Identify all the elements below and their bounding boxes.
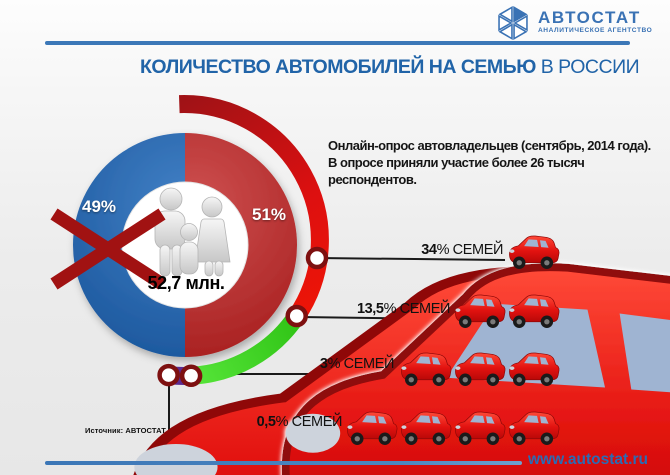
car-icon — [451, 406, 508, 451]
page-title-suffix: В РОССИИ — [535, 56, 640, 78]
survey-note-line2: В опросе приняли участие более 26 тысяч … — [328, 155, 585, 187]
marker-3pct — [179, 364, 203, 388]
car-icons-row-4 — [346, 406, 562, 451]
arc-markers — [157, 246, 329, 388]
car-icon — [505, 406, 562, 451]
car-icon — [505, 230, 562, 275]
marker-05pct — [157, 363, 180, 387]
logo-tagline: АНАЛИТИЧЕСКОЕ АГЕНТСТВО — [538, 27, 653, 34]
autostat-pinwheel-icon — [498, 5, 528, 41]
source-note: Источник: АВТОСТАТ — [85, 426, 166, 435]
arc-13pct — [190, 310, 305, 385]
car-icon — [451, 347, 508, 392]
car-icon — [343, 406, 400, 451]
families-share-label-2: 13,5% СЕМЕЙ — [356, 301, 450, 317]
website-link[interactable]: www.autostat.ru — [528, 451, 648, 468]
car-icons-row-1 — [508, 230, 562, 275]
car-icon — [451, 289, 508, 334]
crossed-out-car-icon — [50, 208, 670, 475]
header-divider — [45, 41, 630, 45]
families-share-label-1: 34% СЕМЕЙ — [421, 242, 503, 258]
car-icon — [505, 289, 562, 334]
family-icon — [154, 187, 231, 277]
families-share-label-3: 3% СЕМЕЙ — [319, 356, 395, 372]
no-car-percent: 49% — [81, 197, 117, 216]
total-families-value: 52,7 млн. — [147, 273, 225, 293]
car-icon — [397, 406, 454, 451]
car-icon — [397, 347, 454, 392]
page-title-main: КОЛИЧЕСТВО АВТОМОБИЛЕЙ НА СЕМЬЮ — [140, 56, 536, 78]
marker-34pct — [305, 246, 329, 270]
car-icons-row-2 — [454, 289, 562, 334]
car-icon — [505, 347, 562, 392]
has-car-percent: 51% — [251, 205, 287, 224]
families-share-label-4: 0,5% СЕМЕЙ — [256, 414, 343, 430]
arc-34pct — [179, 95, 329, 322]
page-title: КОЛИЧЕСТВО АВТОМОБИЛЕЙ НА СЕМЬЮ В РОССИИ — [140, 56, 640, 79]
survey-note-line1: Онлайн-опрос автовладельцев (сентябрь, 2… — [328, 138, 651, 153]
logo-name: АВТОСТАТ — [538, 8, 641, 27]
survey-note: Онлайн-опрос автовладельцев (сентябрь, 2… — [328, 137, 664, 188]
marker-13pct — [285, 304, 308, 328]
footer-divider — [45, 461, 522, 465]
autostat-logo: АВТОСТАТ АНАЛИТИЧЕСКОЕ АГЕНТСТВО — [492, 2, 652, 44]
car-icons-row-3 — [400, 347, 562, 392]
